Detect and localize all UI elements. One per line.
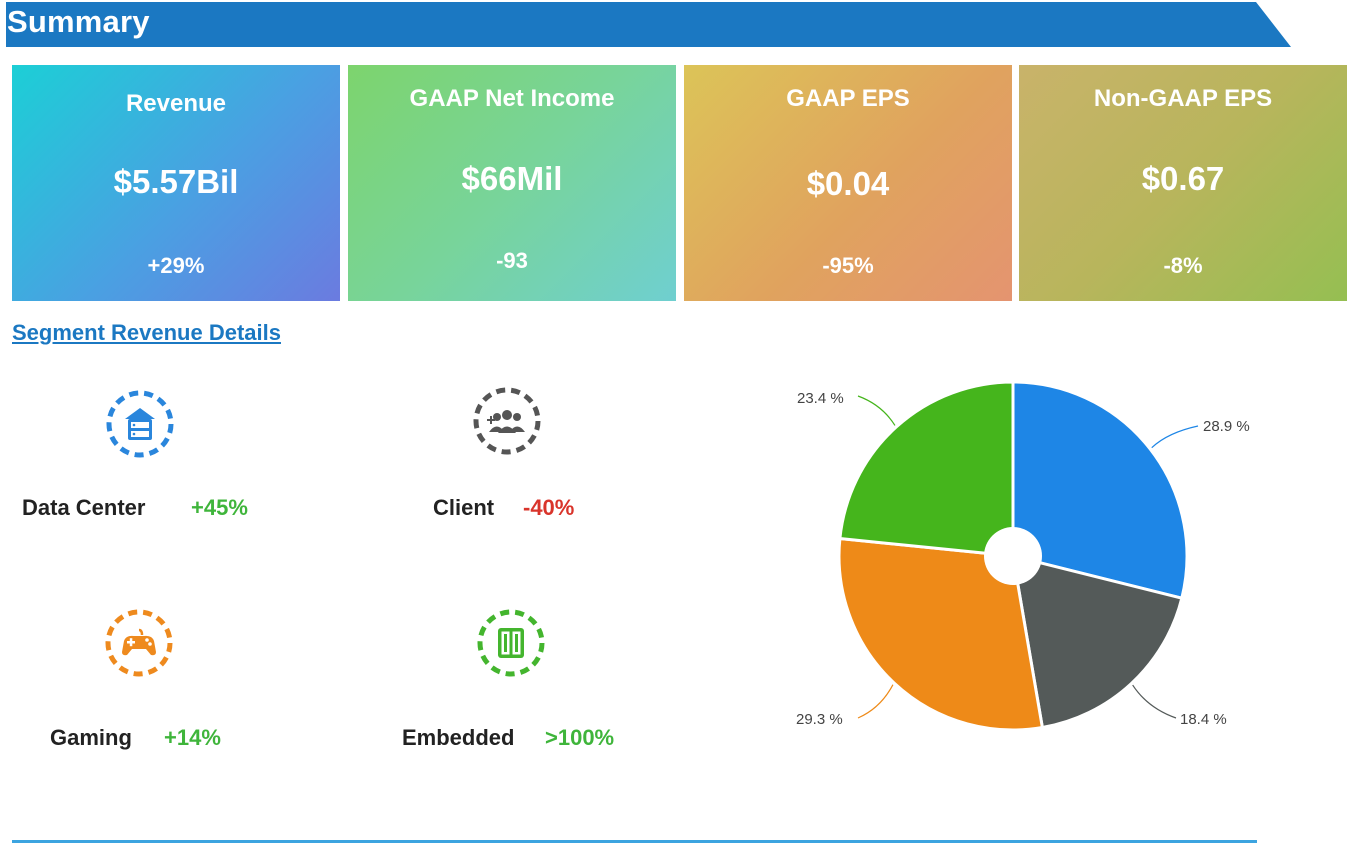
pie-center-hole (984, 527, 1042, 585)
pie-slice-3 (840, 382, 1013, 556)
segment-change-gaming: +14% (164, 725, 221, 751)
pie-leader-3 (858, 396, 895, 425)
users-icon (472, 386, 542, 456)
card-value: $0.67 (1019, 160, 1347, 198)
card-change: -93 (348, 248, 676, 274)
pie-label-2: 29.3 % (796, 711, 843, 728)
card-title: Revenue (12, 90, 340, 118)
segment-change-client: -40% (523, 495, 574, 521)
chip-icon (476, 608, 546, 678)
pie-label-0: 28.9 % (1203, 418, 1250, 435)
card-title: Non-GAAP EPS (1019, 85, 1347, 113)
pie-leader-2 (858, 685, 893, 718)
card-value: $0.04 (684, 165, 1012, 203)
bottom-divider (12, 840, 1257, 843)
pie-slice-1 (1013, 556, 1182, 728)
card-title: GAAP EPS (684, 85, 1012, 113)
segment-revenue-details-link[interactable]: Segment Revenue Details (12, 320, 281, 346)
revenue-card: Revenue $5.57Bil +29% (12, 65, 340, 301)
non-gaap-eps-card: Non-GAAP EPS $0.67 -8% (1019, 65, 1347, 301)
summary-banner (6, 2, 1291, 47)
gamepad-icon (104, 608, 174, 678)
pie-slice-2 (839, 539, 1042, 730)
segment-name-embedded: Embedded (402, 725, 514, 751)
gaap-eps-card: GAAP EPS $0.04 -95% (684, 65, 1012, 301)
card-value: $66Mil (348, 160, 676, 198)
net-income-card: GAAP Net Income $66Mil -93 (348, 65, 676, 301)
card-value: $5.57Bil (12, 163, 340, 201)
pie-label-3: 23.4 % (797, 390, 844, 407)
segment-name-client: Client (433, 495, 494, 521)
card-change: -8% (1019, 253, 1347, 279)
pie-slice-0 (1013, 382, 1187, 598)
server-icon (105, 389, 175, 459)
pie-label-1: 18.4 % (1180, 711, 1227, 728)
page-title: Summary (7, 4, 150, 40)
card-title: GAAP Net Income (348, 85, 676, 113)
segment-change-data-center: +45% (191, 495, 248, 521)
pie-leader-0 (1152, 426, 1198, 448)
pie-leader-1 (1133, 685, 1176, 718)
segment-name-gaming: Gaming (50, 725, 132, 751)
card-change: +29% (12, 253, 340, 279)
segment-name-data-center: Data Center (22, 495, 145, 521)
card-change: -95% (684, 253, 1012, 279)
segment-change-embedded: >100% (545, 725, 614, 751)
